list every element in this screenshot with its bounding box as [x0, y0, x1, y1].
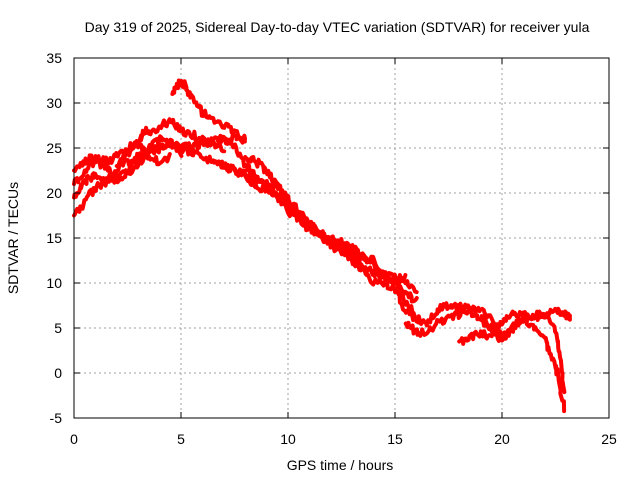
y-axis-label: SDTVAR / TECUs — [5, 182, 21, 294]
series-line-6 — [170, 78, 247, 145]
x-tick-label: 10 — [280, 431, 296, 447]
y-tick-label: 5 — [54, 320, 62, 336]
series-line-15 — [478, 309, 567, 395]
x-tick-label: 0 — [70, 431, 78, 447]
x-axis-label: GPS time / hours — [287, 457, 394, 473]
x-tick-label: 5 — [177, 431, 185, 447]
grid-lines — [74, 58, 609, 418]
series-line-10 — [243, 155, 419, 295]
series-line-11 — [393, 290, 505, 337]
series-line-5 — [114, 117, 227, 169]
y-tick-label: 30 — [46, 95, 62, 111]
y-tick-label: -5 — [50, 410, 63, 426]
y-tick-label: 15 — [46, 230, 62, 246]
y-tick-label: 10 — [46, 275, 62, 291]
x-tick-label: 15 — [387, 431, 403, 447]
y-tick-label: 0 — [54, 365, 62, 381]
data-series — [72, 78, 572, 414]
x-tick-label: 25 — [601, 431, 617, 447]
series-line-3 — [72, 139, 172, 173]
y-tick-label: 35 — [46, 50, 62, 66]
y-tick-label: 25 — [46, 140, 62, 156]
x-tick-label: 20 — [494, 431, 510, 447]
axis-ticks: 0 5 10 15 20 25 -5 0 5 10 15 20 25 30 35 — [46, 50, 617, 447]
y-tick-label: 20 — [46, 185, 62, 201]
chart-title: Day 319 of 2025, Sidereal Day-to-day VTE… — [85, 19, 590, 35]
series-line-4 — [72, 134, 184, 200]
